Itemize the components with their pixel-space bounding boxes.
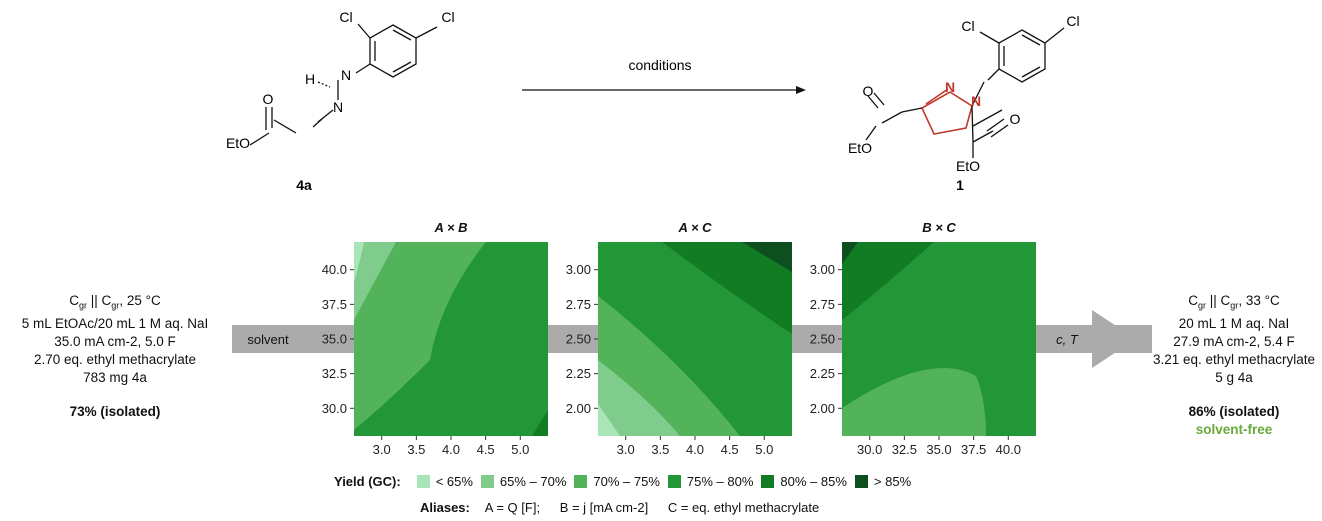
left-line4: 2.70 eq. ethyl methacrylate <box>33 351 197 367</box>
atom-n-2: N <box>333 99 343 115</box>
flow-arrowhead <box>1092 310 1136 368</box>
reactant-structure <box>249 23 438 146</box>
atom-h: H <box>305 71 315 87</box>
alias-c: C = eq. ethyl methacrylate <box>667 500 820 515</box>
x-tick-label-0-0: 3.0 <box>373 442 391 457</box>
legend-swatch-70-75 <box>574 475 588 488</box>
legend-swatch-gt85 <box>854 475 868 488</box>
x-tick-label-1-0: 3.0 <box>617 442 635 457</box>
aliases-label: Aliases: <box>420 500 470 515</box>
y-tick-label-0-2: 35.0 <box>322 332 347 347</box>
contour-panels: 3.0 3.5 4.0 4.5 5.0 30.0 32.5 35.0 37.5 40.0 3.0 3.… <box>322 242 1036 457</box>
reaction-scheme: Cl Cl H N N O EtO 4a conditions Cl Cl N … <box>226 9 1080 193</box>
atom-cl-2: Cl <box>441 9 454 25</box>
reactant-label: 4a <box>296 177 312 193</box>
x-tick-label-0-2: 4.0 <box>442 442 460 457</box>
y-tick-label-1-3: 2.75 <box>566 297 591 312</box>
y-tick-label-0-1: 32.5 <box>322 366 347 381</box>
x-tick-label-1-2: 4.0 <box>686 442 704 457</box>
x-tick-label-2-3: 37.5 <box>961 442 986 457</box>
atom-eto: EtO <box>226 135 250 151</box>
product-structure <box>865 27 1065 158</box>
y-tick-label-2-0: 2.00 <box>810 401 835 416</box>
y-tick-label-2-2: 2.50 <box>810 332 835 347</box>
alias-b: B = j [mA cm-2] <box>559 500 649 515</box>
right-electrodes: Cgr || Cgr, 33 °C <box>1188 293 1280 311</box>
product-atom-eto-1: EtO <box>848 140 872 156</box>
yield-legend: Yield (GC): < 65% 65% – 70% 70% – 75% 75… <box>334 474 911 489</box>
product-label: 1 <box>956 177 964 193</box>
atom-o: O <box>263 91 274 107</box>
product-atom-n-2: N <box>971 93 981 109</box>
legend-swatch-lt65 <box>416 475 430 488</box>
x-tick-label-2-0: 30.0 <box>857 442 882 457</box>
y-tick-label-1-4: 3.00 <box>566 262 591 277</box>
right-line5: 5 g 4a <box>1215 369 1253 385</box>
legend-swatch-65-70 <box>480 475 494 488</box>
product-atom-eto-2: EtO <box>956 158 980 174</box>
product-atom-o-1: O <box>863 83 874 99</box>
legend-item-80-85: 80% – 85% <box>780 474 847 489</box>
legend-item-65-70: 65% – 70% <box>499 474 567 489</box>
flow-label-solvent: solvent <box>247 332 289 347</box>
y-tick-label-1-1: 2.25 <box>566 366 591 381</box>
alias-a: A = Q [F]; <box>484 500 541 515</box>
left-electrodes: Cgr || Cgr, 25 °C <box>69 293 161 311</box>
panel-a-c <box>598 242 792 436</box>
atom-n-1: N <box>341 67 351 83</box>
y-tick-label-2-1: 2.25 <box>810 366 835 381</box>
legend-swatch-80-85 <box>761 475 775 488</box>
product-atom-n-1: N <box>945 79 955 95</box>
legend-item-gt85: > 85% <box>873 474 912 489</box>
atom-cl-1: Cl <box>339 9 352 25</box>
arrow-label: conditions <box>628 57 691 73</box>
x-tick-label-1-4: 5.0 <box>755 442 773 457</box>
product-atom-cl-2: Cl <box>1066 13 1079 29</box>
right-conditions: Cgr || Cgr, 33 °C 20 mL 1 M aq. NaI 27.9… <box>1146 292 1322 439</box>
product-atom-cl-1: Cl <box>961 18 974 34</box>
y-tick-label-2-3: 2.75 <box>810 297 835 312</box>
right-line4: 3.21 eq. ethyl methacrylate <box>1152 351 1316 367</box>
legend-item-75-80: 75% – 80% <box>686 474 754 489</box>
left-line5: 783 mg 4a <box>83 369 147 385</box>
panel-title-a-c: A × C <box>678 220 712 235</box>
x-tick-label-0-1: 3.5 <box>407 442 425 457</box>
y-tick-label-1-2: 2.50 <box>566 332 591 347</box>
pyrazoline-ring <box>920 88 973 135</box>
left-conditions: Cgr || Cgr, 25 °C 5 mL EtOAc/20 mL 1 M a… <box>0 292 230 421</box>
legend-item-lt65: < 65% <box>435 474 473 489</box>
x-tick-label-2-2: 35.0 <box>926 442 951 457</box>
legend-item-70-75: 70% – 75% <box>593 474 660 489</box>
aliases-line: Aliases: A = Q [F]; B = j [mA cm-2] C = … <box>420 500 835 515</box>
x-tick-label-1-1: 3.5 <box>651 442 669 457</box>
product-atom-o-2: O <box>1010 111 1021 127</box>
y-tick-label-0-3: 37.5 <box>322 297 347 312</box>
right-yield: 86% (isolated) <box>1188 403 1280 419</box>
panel-b-c <box>842 242 1036 436</box>
legend-title: Yield (GC): <box>334 474 401 489</box>
y-tick-label-2-4: 3.00 <box>810 262 835 277</box>
x-tick-label-0-4: 5.0 <box>511 442 529 457</box>
legend-swatch-75-80 <box>667 475 681 488</box>
right-solvent-free: solvent-free <box>1195 421 1273 437</box>
panel-title-b-c: B × C <box>922 220 956 235</box>
flow-label-ct: c, T <box>1056 332 1079 347</box>
panel-a-b <box>354 242 548 436</box>
x-tick-label-2-4: 40.0 <box>996 442 1021 457</box>
x-tick-label-0-3: 4.5 <box>477 442 495 457</box>
panel-title-a-b: A × B <box>434 220 468 235</box>
right-line3: 27.9 mA cm-2, 5.4 F <box>1173 333 1295 349</box>
left-yield: 73% (isolated) <box>69 403 161 419</box>
x-tick-label-1-3: 4.5 <box>721 442 739 457</box>
y-tick-label-0-0: 30.0 <box>322 401 347 416</box>
x-tick-label-2-1: 32.5 <box>892 442 917 457</box>
left-line2: 5 mL EtOAc/20 mL 1 M aq. NaI <box>21 315 209 331</box>
y-tick-label-1-0: 2.00 <box>566 401 591 416</box>
right-line2: 20 mL 1 M aq. NaI <box>1178 315 1290 331</box>
reaction-arrowhead <box>796 86 806 94</box>
y-tick-label-0-4: 40.0 <box>322 262 347 277</box>
left-line3: 35.0 mA cm-2, 5.0 F <box>54 333 176 349</box>
